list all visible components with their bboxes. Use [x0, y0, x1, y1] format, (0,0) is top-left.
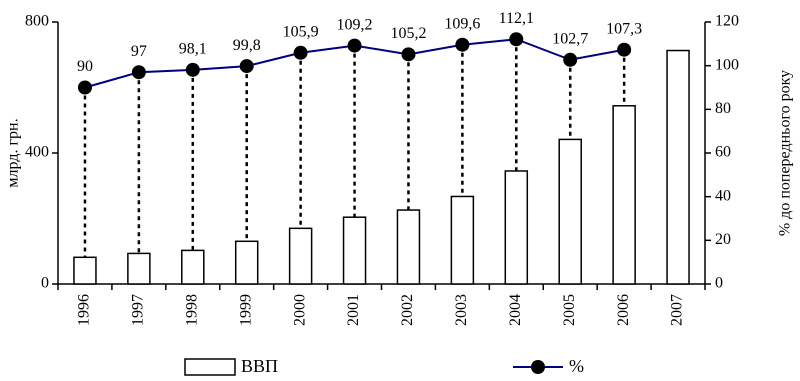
y-tick-label: 400	[25, 144, 49, 161]
point	[293, 45, 308, 60]
legend-swatch	[184, 358, 236, 376]
y2-tick-label: 120	[715, 13, 739, 30]
x-tick-label: 1996	[76, 294, 93, 326]
point	[617, 42, 632, 57]
bar	[558, 138, 582, 285]
data-label: 99,8	[233, 37, 261, 54]
legend-label: %	[569, 356, 584, 376]
bar	[450, 195, 475, 285]
x-tick-label: 1997	[130, 294, 147, 326]
y2-axis-label: % до попереднього року	[777, 70, 794, 236]
point	[347, 38, 362, 53]
x-tick-label: 2007	[669, 294, 686, 326]
bar	[127, 252, 151, 285]
y2-tick-label: 60	[715, 144, 731, 161]
bar	[288, 227, 313, 285]
legend-label: ВВП	[241, 356, 278, 376]
data-label: 97	[131, 43, 147, 60]
x-tick-label: 2002	[399, 294, 416, 326]
y2-tick-label: 40	[715, 187, 731, 204]
point	[77, 80, 92, 95]
point	[185, 62, 200, 77]
x-tick-label: 1998	[183, 294, 200, 326]
y2-tick-label: 20	[715, 231, 731, 248]
bar	[666, 49, 690, 285]
bar	[396, 209, 421, 285]
point	[563, 52, 578, 67]
y2-tick-label: 80	[715, 100, 731, 117]
y2-tick-label: 0	[715, 275, 723, 292]
legend-marker	[531, 360, 545, 374]
y-tick-label: 0	[41, 275, 49, 292]
data-label: 109,6	[444, 15, 480, 32]
data-label: 109,2	[337, 16, 373, 33]
x-tick-label: 2000	[291, 294, 308, 326]
x-tick-label: 1999	[237, 294, 254, 326]
bar	[73, 256, 97, 285]
data-label: 105,9	[283, 23, 319, 40]
point	[509, 32, 524, 47]
data-label: 112,1	[499, 10, 534, 27]
data-label: 98,1	[179, 40, 207, 57]
x-tick-label: 2005	[561, 294, 578, 326]
data-label: 90	[77, 58, 93, 75]
bar	[342, 216, 367, 285]
bar	[612, 105, 636, 285]
bar	[181, 249, 205, 285]
bar	[504, 170, 529, 285]
x-tick-label: 2003	[453, 294, 470, 326]
point	[401, 47, 416, 62]
x-tick-label: 2004	[507, 294, 524, 326]
data-label: 105,2	[390, 25, 426, 42]
bar	[234, 240, 259, 285]
x-tick-label: 2006	[615, 294, 632, 326]
x-tick-label: 2001	[345, 294, 362, 326]
y-axis-label: млрд. грн.	[5, 118, 22, 187]
point	[131, 65, 146, 80]
data-label: 102,7	[552, 30, 588, 47]
y-tick-label: 800	[25, 13, 49, 30]
point	[239, 59, 254, 74]
point	[455, 37, 470, 52]
data-label: 107,3	[606, 20, 642, 37]
y2-tick-label: 100	[715, 56, 739, 73]
